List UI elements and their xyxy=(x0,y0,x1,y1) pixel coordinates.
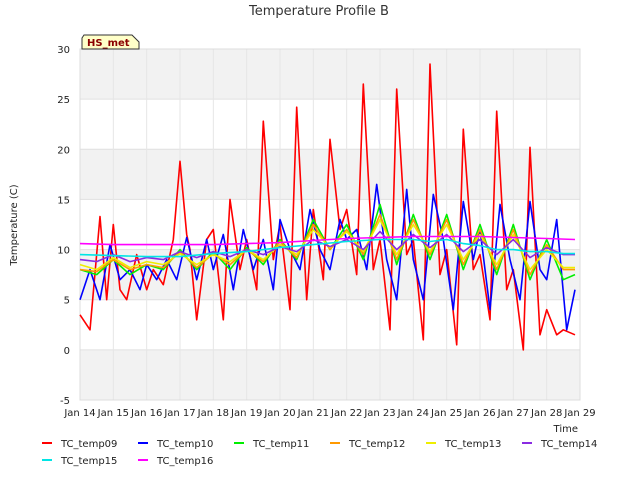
x-tick-label: Jan 19 xyxy=(230,408,262,419)
x-tick-label: Jan 22 xyxy=(330,408,362,419)
legend-item-TC_temp11: TC_temp11 xyxy=(234,439,309,450)
y-tick-label: 0 xyxy=(64,346,70,357)
plot-area xyxy=(79,48,581,401)
legend-item-TC_temp14: TC_temp14 xyxy=(522,439,597,450)
x-tick-label: Jan 16 xyxy=(130,408,162,419)
legend: TC_temp09 TC_temp10 TC_temp11 TC_temp12 TC_t… xyxy=(42,439,597,467)
x-tick-label: Jan 27 xyxy=(497,408,529,419)
site-badge: HS_met xyxy=(81,34,140,50)
legend-label: TC_temp16 xyxy=(156,456,213,467)
legend-label: TC_temp10 xyxy=(156,439,213,450)
y-tick-label: 15 xyxy=(57,195,70,206)
legend-item-TC_temp16: TC_temp16 xyxy=(138,456,213,467)
y-tick-label: 25 xyxy=(57,95,70,106)
grid-band xyxy=(80,349,580,400)
grid-band xyxy=(80,49,580,100)
x-axis-label: Time xyxy=(553,424,578,435)
series-lines xyxy=(79,63,576,351)
series-line-TC_temp16 xyxy=(79,235,576,246)
y-tick-label: -5 xyxy=(60,396,70,407)
legend-label: TC_temp09 xyxy=(60,439,117,450)
chart-title: Temperature Profile B xyxy=(248,4,389,19)
grid-bands xyxy=(80,49,580,400)
x-axis-ticks: Jan 14 Jan 15 Jan 16 Jan 17 Jan 18 Jan 19 Jan … xyxy=(63,408,595,419)
y-tick-label: 5 xyxy=(64,296,70,307)
x-tick-label: Jan 26 xyxy=(463,408,495,419)
legend-label: TC_temp14 xyxy=(540,439,597,450)
x-tick-label: Jan 21 xyxy=(297,408,329,419)
x-tick-label: Jan 17 xyxy=(163,408,195,419)
legend-label: TC_temp12 xyxy=(348,439,405,450)
x-tick-label: Jan 15 xyxy=(97,408,129,419)
x-tick-label: Jan 23 xyxy=(363,408,395,419)
legend-label: TC_temp15 xyxy=(60,456,117,467)
legend-label: TC_temp13 xyxy=(444,439,501,450)
x-tick-label: Jan 24 xyxy=(397,408,429,419)
series-line-TC_temp14 xyxy=(79,230,575,263)
series-line-TC_temp10 xyxy=(79,183,576,331)
series-line-TC_temp12 xyxy=(79,213,575,276)
y-axis-label: Temperature (C) xyxy=(9,184,20,266)
grid-band xyxy=(80,149,580,200)
legend-item-TC_temp15: TC_temp15 xyxy=(42,456,117,467)
series-line-TC_temp15 xyxy=(79,238,575,258)
x-tick-label: Jan 14 xyxy=(63,408,95,419)
x-tick-label: Jan 29 xyxy=(563,408,595,419)
legend-item-TC_temp10: TC_temp10 xyxy=(138,439,213,450)
legend-item-TC_temp13: TC_temp13 xyxy=(426,439,501,450)
x-tick-label: Jan 18 xyxy=(197,408,229,419)
legend-item-TC_temp09: TC_temp09 xyxy=(42,439,117,450)
y-tick-label: 30 xyxy=(57,45,70,56)
series-line-TC_temp13 xyxy=(79,218,575,271)
badge-label: HS_met xyxy=(87,38,130,49)
y-tick-label: 20 xyxy=(57,145,70,156)
x-tick-label: Jan 25 xyxy=(430,408,462,419)
x-tick-label: Jan 28 xyxy=(530,408,562,419)
gridlines xyxy=(79,48,581,401)
x-tick-label: Jan 20 xyxy=(263,408,295,419)
y-tick-label: 10 xyxy=(57,246,70,257)
series-line-TC_temp09 xyxy=(79,63,576,351)
legend-label: TC_temp11 xyxy=(252,439,309,450)
legend-item-TC_temp12: TC_temp12 xyxy=(330,439,405,450)
y-axis-ticks: -5 0 5 10 15 20 25 30 xyxy=(57,45,70,407)
